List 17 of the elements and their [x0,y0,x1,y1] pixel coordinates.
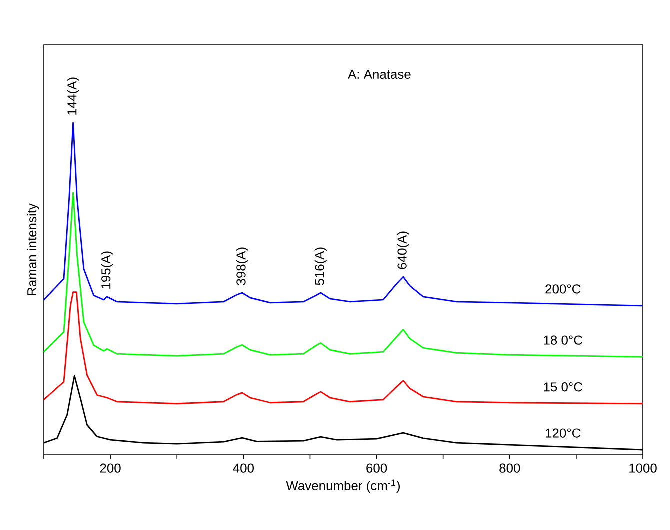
series-label: 200°C [546,284,581,294]
x-tick-label: 600 [366,464,388,473]
x-tick-label: 400 [233,464,254,473]
series-label: 15 0°C [544,382,582,392]
x-tick-label: 200 [100,464,121,473]
annotation: 195(A) [101,252,114,289]
annotation: 640(A) [397,232,410,270]
x-axis-title: Wavenumber (cm$^{-1}$) [286,480,400,494]
y-axis-title: Raman intensity [27,204,40,296]
text: A: Anatase [348,70,411,80]
x-tick-label: 1000 [630,464,657,473]
series-label: 18 0°C [544,336,582,345]
annotation: 144(A) [67,78,80,115]
annotation: 398(A) [236,248,248,286]
x-tick-label: 800 [500,464,520,473]
series-label: 120°C [546,428,581,438]
annotation: 516(A) [314,248,327,286]
